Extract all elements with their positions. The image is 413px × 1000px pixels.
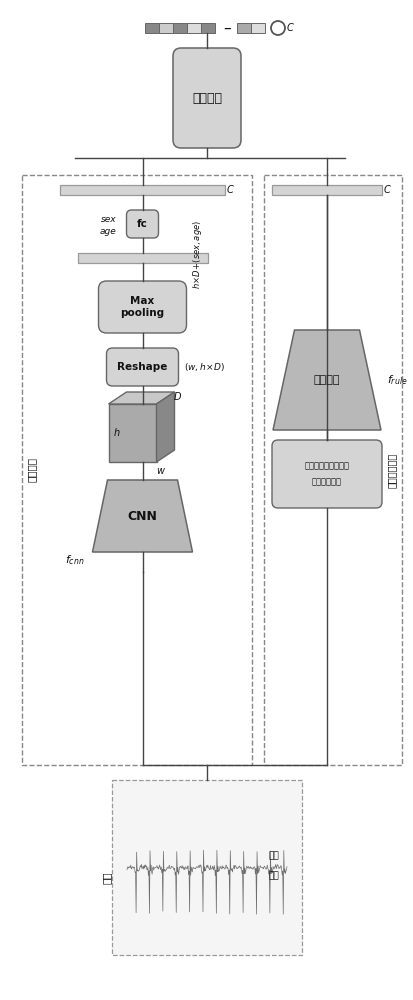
Text: 年龄: 年龄 [268, 851, 279, 860]
Text: C: C [287, 23, 293, 33]
FancyBboxPatch shape [126, 210, 159, 238]
Text: C: C [227, 185, 233, 195]
Text: $f_{rule}$: $f_{rule}$ [387, 373, 408, 387]
Text: 信号去噪、平均波处: 信号去噪、平均波处 [304, 462, 349, 471]
FancyBboxPatch shape [107, 348, 178, 386]
FancyBboxPatch shape [272, 440, 382, 508]
Bar [187, 23, 201, 33]
Text: 标签融合: 标签融合 [192, 92, 222, 104]
Polygon shape [93, 480, 192, 552]
Bar [264, 175, 402, 765]
Polygon shape [157, 392, 175, 462]
Bar [22, 175, 252, 765]
Text: $(w, h\!\times\!D)$: $(w, h\!\times\!D)$ [183, 361, 225, 373]
Bar [272, 185, 382, 195]
Text: CNN: CNN [128, 510, 157, 522]
Text: age: age [100, 227, 117, 235]
Text: C: C [384, 185, 390, 195]
Bar [201, 23, 215, 33]
Text: sex: sex [101, 215, 116, 224]
Bar [145, 23, 159, 33]
Text: 输入: 输入 [102, 871, 112, 884]
Bar [251, 23, 265, 33]
Bar [112, 780, 302, 955]
Text: Max
pooling: Max pooling [121, 296, 164, 318]
Text: Reshape: Reshape [117, 362, 168, 372]
Bar [159, 23, 173, 33]
Text: h: h [114, 428, 119, 438]
Text: w: w [157, 466, 164, 476]
Polygon shape [109, 392, 175, 404]
FancyBboxPatch shape [173, 48, 241, 148]
Text: 性别: 性别 [268, 871, 279, 880]
Bar [237, 23, 251, 33]
Text: 深度学习: 深度学习 [27, 458, 37, 483]
Bar [60, 185, 225, 195]
Text: 信号医学学习: 信号医学学习 [387, 452, 397, 488]
Text: D: D [174, 392, 181, 402]
Polygon shape [273, 330, 381, 430]
Bar [173, 23, 187, 33]
Text: –: – [223, 20, 231, 35]
Text: 理、信号定位: 理、信号定位 [312, 478, 342, 487]
FancyBboxPatch shape [98, 281, 187, 333]
Bar [78, 253, 207, 263]
Text: fc: fc [137, 219, 148, 229]
Text: $h\!\times\!D\!+\!(sex, age)$: $h\!\times\!D\!+\!(sex, age)$ [191, 219, 204, 289]
Polygon shape [109, 404, 157, 462]
Text: 规则学习: 规则学习 [314, 375, 340, 385]
Text: $f_{cnn}$: $f_{cnn}$ [65, 553, 85, 567]
